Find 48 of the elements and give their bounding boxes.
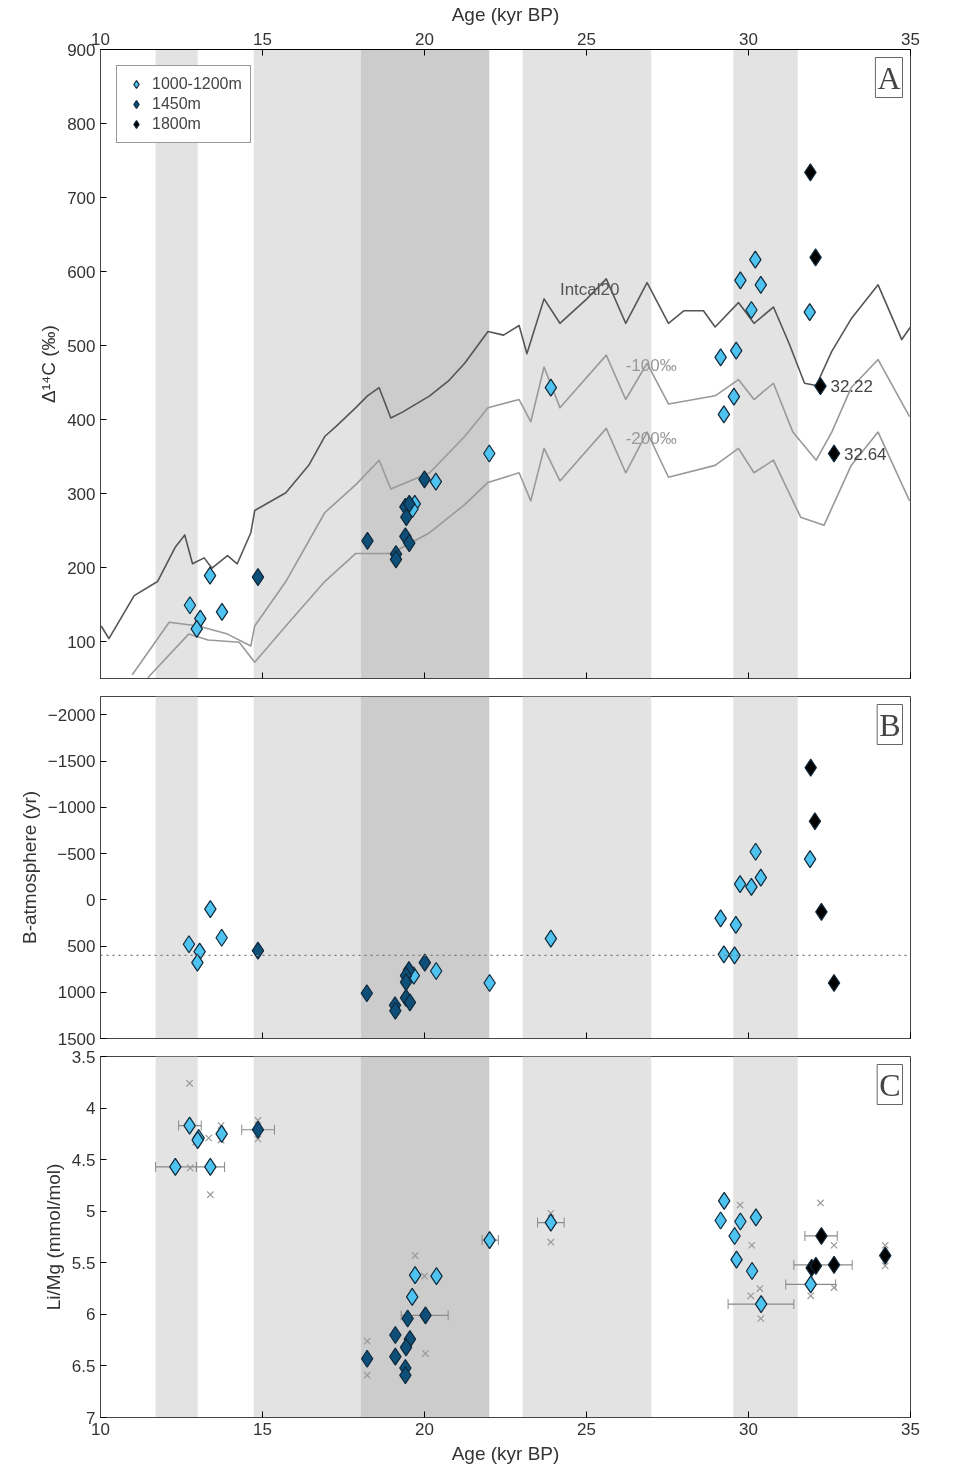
y-tick-label: 4: [86, 1099, 96, 1119]
x-axis-title: Age (kyr BP): [451, 1442, 560, 1464]
y-tick-label: 500: [67, 937, 96, 957]
y-tick-label: 5: [86, 1202, 96, 1222]
x-tick-label: 35: [901, 1419, 920, 1439]
y-tick-label: 0: [86, 890, 96, 910]
y-tick-label: 400: [67, 410, 96, 430]
series-label: -100‰: [625, 356, 677, 376]
x2-tick-label: 35: [901, 29, 920, 49]
y-tick-label: 1000: [57, 983, 96, 1003]
annotation: B: [879, 706, 901, 743]
legend-label: 1000-1200m: [152, 75, 242, 93]
y-tick-label: 200: [67, 558, 96, 578]
y-tick-label: 3.5: [71, 1047, 96, 1067]
annotation: A: [877, 59, 901, 96]
x2-tick-label: 25: [577, 29, 596, 49]
y-tick-label: 1500: [57, 1029, 96, 1049]
x2-tick-label: 30: [739, 29, 758, 49]
x2-axis-title: Age (kyr BP): [451, 3, 560, 25]
x2-tick-label: 15: [253, 29, 272, 49]
y-tick-label: 300: [67, 484, 96, 504]
y-axis-title: Li/Mg (mmol/mol): [42, 1163, 64, 1311]
y-axis-title: B-atmosphere (yr): [18, 790, 40, 945]
y-tick-label: −1000: [47, 798, 96, 818]
annotation: C: [879, 1066, 901, 1103]
annotation: 32.64: [844, 444, 887, 464]
y-tick-label: −1500: [47, 752, 96, 772]
y-tick-label: 5.5: [71, 1253, 96, 1273]
y-tick-label: 4.5: [71, 1150, 96, 1170]
y-tick-label: 600: [67, 262, 96, 282]
y-tick-label: 700: [67, 188, 96, 208]
legend-label: 1800m: [152, 115, 201, 133]
y-tick-label: −500: [57, 844, 96, 864]
legend-label: 1450m: [152, 95, 201, 113]
x-tick-label: 30: [739, 1419, 758, 1439]
y-axis-title: Δ¹⁴C (‰): [38, 325, 60, 403]
y-tick-label: 6.5: [71, 1356, 96, 1376]
y-tick-label: 500: [67, 336, 96, 356]
x-tick-label: 20: [415, 1419, 434, 1439]
annotation: 32.22: [830, 377, 873, 397]
y-tick-label: 100: [67, 632, 96, 652]
y-tick-label: −2000: [47, 705, 96, 725]
y-tick-label: 800: [67, 114, 96, 134]
x2-tick-label: 20: [415, 29, 434, 49]
x-tick-label: 25: [577, 1419, 596, 1439]
x-tick-label: 15: [253, 1419, 272, 1439]
x-tick-label: 10: [91, 1419, 110, 1439]
y-tick-label: 6: [86, 1305, 96, 1325]
